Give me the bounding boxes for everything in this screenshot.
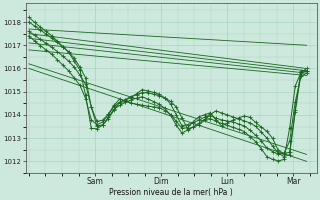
X-axis label: Pression niveau de la mer( hPa ): Pression niveau de la mer( hPa )	[109, 188, 233, 197]
